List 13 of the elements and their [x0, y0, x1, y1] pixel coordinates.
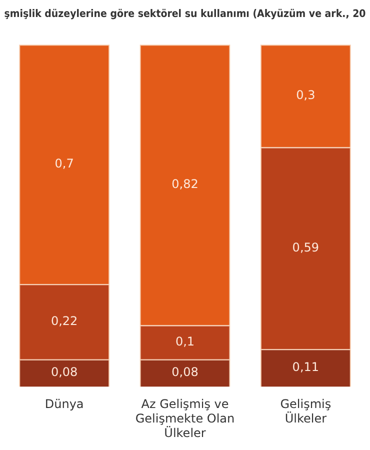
x-tick-label: Dünya — [44, 397, 84, 412]
data-label: 0,08 — [50, 365, 78, 380]
chart-title: şmişlik düzeylerine göre sektörel su kullanımı (Akyüzüm ve ark., 20 — [4, 8, 366, 20]
data-label: 0,1 — [175, 334, 195, 348]
data-label: 0,7 — [54, 156, 74, 170]
data-label: 0,3 — [296, 88, 316, 102]
data-label: 0,82 — [172, 177, 198, 192]
data-label: 0,59 — [292, 240, 320, 254]
data-label: 0,11 — [292, 360, 320, 374]
data-label: 0,22 — [50, 314, 78, 328]
x-tick-label: Gelişmiş Ülkeler — [280, 397, 332, 426]
data-label: 0,08 — [172, 365, 198, 380]
x-tick-label: Az Gelişmiş ve Gelişmekte Olan Ülkeler — [135, 397, 235, 440]
